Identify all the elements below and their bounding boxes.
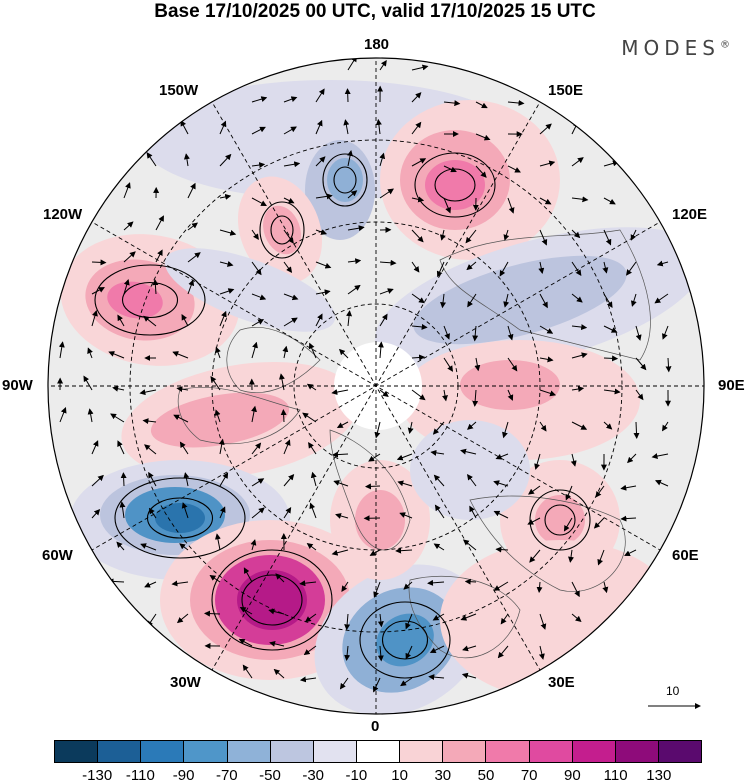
colorbar-segment [271, 741, 314, 762]
colorbar-segment [314, 741, 357, 762]
lon-label-60w: 60W [42, 547, 73, 564]
colorbar-segment [530, 741, 573, 762]
lon-label-30e: 30E [548, 674, 575, 691]
colorbar-tick-label: -130 [73, 767, 121, 784]
colorbar-segment [659, 741, 701, 762]
colorbar-tick-label: 110 [592, 767, 640, 784]
wind-arrow [283, 410, 284, 422]
wind-arrow [347, 89, 348, 102]
colorbar-segment [573, 741, 616, 762]
lon-label-180: 180 [364, 36, 389, 53]
anomaly-patch [237, 570, 307, 630]
colorbar-segment [616, 741, 659, 762]
colorbar-tick-label: -50 [246, 767, 294, 784]
wind-arrow [123, 473, 124, 486]
lon-label-0: 0 [371, 718, 379, 735]
colorbar-segment [55, 741, 98, 762]
anomaly-patch [327, 158, 363, 202]
wind-arrow [92, 262, 106, 263]
colorbar-segment [486, 741, 529, 762]
colorbar-segment [184, 741, 227, 762]
colorbar-tick-label: -10 [332, 767, 380, 784]
colorbar-segment [400, 741, 443, 762]
colorbar-segment [228, 741, 271, 762]
colorbar-tick-label: -90 [160, 767, 208, 784]
lon-label-150w: 150W [159, 82, 198, 99]
anomaly-patch [355, 490, 405, 550]
colorbar-tick-label: 30 [419, 767, 467, 784]
colorbar-tick-label: 10 [376, 767, 424, 784]
colorbar-tick-label: 70 [505, 767, 553, 784]
colorbar-tick-label: 90 [548, 767, 596, 784]
colorbar-tick-label: -30 [289, 767, 337, 784]
wind-arrow [604, 358, 617, 359]
anomaly-patch [535, 495, 585, 545]
lon-label-120e: 120E [672, 206, 707, 223]
anomaly-patch [410, 420, 530, 520]
colorbar-segment [443, 741, 486, 762]
wind-arrow [205, 613, 220, 614]
colorbar [54, 740, 702, 763]
colorbar-tick-label: 50 [462, 767, 510, 784]
lon-label-150e: 150E [548, 82, 583, 99]
colorbar-segment [98, 741, 141, 762]
colorbar-segment [357, 741, 400, 762]
lon-label-60e: 60E [672, 547, 699, 564]
colorbar-tick-label: -110 [116, 767, 164, 784]
wind-arrow [466, 581, 476, 582]
colorbar-segment [141, 741, 184, 762]
colorbar-tick-label: 130 [635, 767, 683, 784]
reference-vector-label: 10 [666, 684, 679, 698]
lon-label-30w: 30W [170, 674, 201, 691]
wind-arrow [366, 486, 380, 487]
colorbar-tick-label: -70 [203, 767, 251, 784]
anomaly-field [40, 50, 720, 746]
lon-label-120w: 120W [43, 206, 82, 223]
lon-label-90e: 90E [718, 377, 745, 394]
lon-label-90w: 90W [2, 377, 33, 394]
